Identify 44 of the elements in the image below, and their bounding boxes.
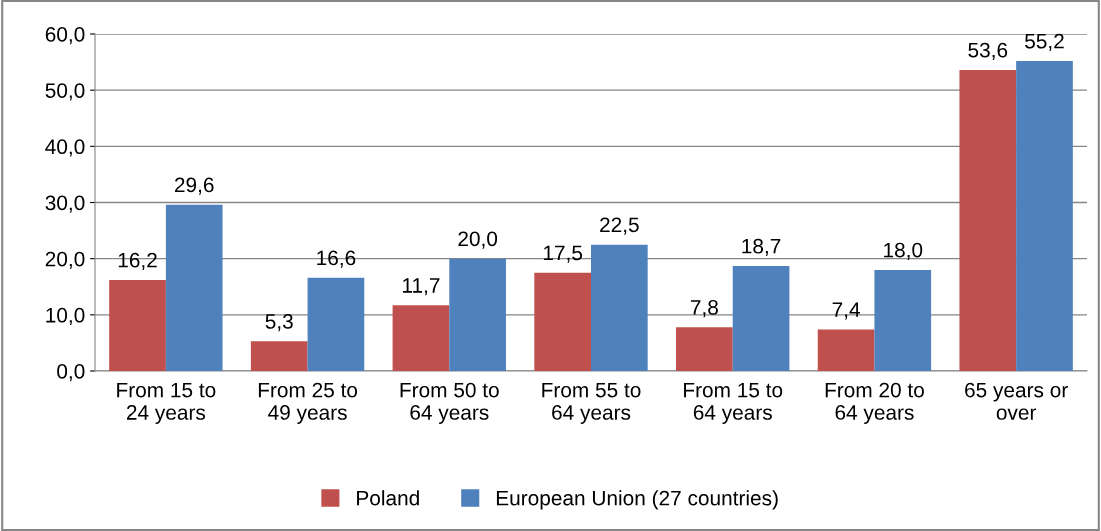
bar xyxy=(250,341,308,371)
bar xyxy=(392,305,450,371)
legend-label: Poland xyxy=(357,490,419,506)
legend-label: European Union (27 countries) xyxy=(496,490,778,510)
data-label: 17,5 xyxy=(543,245,583,263)
bar xyxy=(109,280,166,371)
y-tick-label: 0,0 xyxy=(57,364,85,382)
y-tick-label: 10,0 xyxy=(46,307,85,326)
data-label: 16,2 xyxy=(118,252,157,271)
data-label: 11,7 xyxy=(403,278,440,296)
bar xyxy=(874,269,932,371)
x-tick-label: From 15 to 64 years xyxy=(684,382,783,424)
x-tick-label: From 25 to 49 years xyxy=(258,382,358,424)
y-tick-label: 20,0 xyxy=(45,251,85,269)
bar xyxy=(449,258,506,371)
data-label: 7,4 xyxy=(832,302,860,320)
data-label: 16,6 xyxy=(317,250,356,268)
x-tick-label: From 20 to 64 years xyxy=(825,382,924,424)
bar xyxy=(591,244,648,371)
data-label: 22,5 xyxy=(600,217,639,235)
data-label: 55,2 xyxy=(1025,33,1064,51)
x-tick-label: From 50 to 64 years xyxy=(400,382,499,424)
y-tick-label: 50,0 xyxy=(45,83,85,101)
data-label: 18,0 xyxy=(884,242,923,260)
y-tick-label: 40,0 xyxy=(45,139,85,157)
data-label: 29,6 xyxy=(174,177,214,195)
x-tick-label: From 15 to 24 years xyxy=(117,382,216,424)
x-tick-label: 65 years or over xyxy=(965,382,1068,420)
bar xyxy=(732,265,790,371)
data-label: 53,6 xyxy=(968,42,1008,60)
bar xyxy=(1016,60,1073,371)
bar xyxy=(307,277,365,371)
bar xyxy=(534,272,591,371)
data-label: 5,3 xyxy=(265,314,293,332)
x-tick-label: From 55 to 64 years xyxy=(542,382,641,424)
y-tick-label: 30,0 xyxy=(45,195,85,213)
bar xyxy=(165,204,223,371)
data-label: 7,8 xyxy=(690,299,718,318)
bar xyxy=(959,69,1017,371)
bar xyxy=(676,327,733,371)
data-label: 20,0 xyxy=(458,231,498,249)
y-tick-label: 60,0 xyxy=(45,27,85,45)
bar xyxy=(817,329,875,371)
data-label: 18,7 xyxy=(742,238,781,256)
